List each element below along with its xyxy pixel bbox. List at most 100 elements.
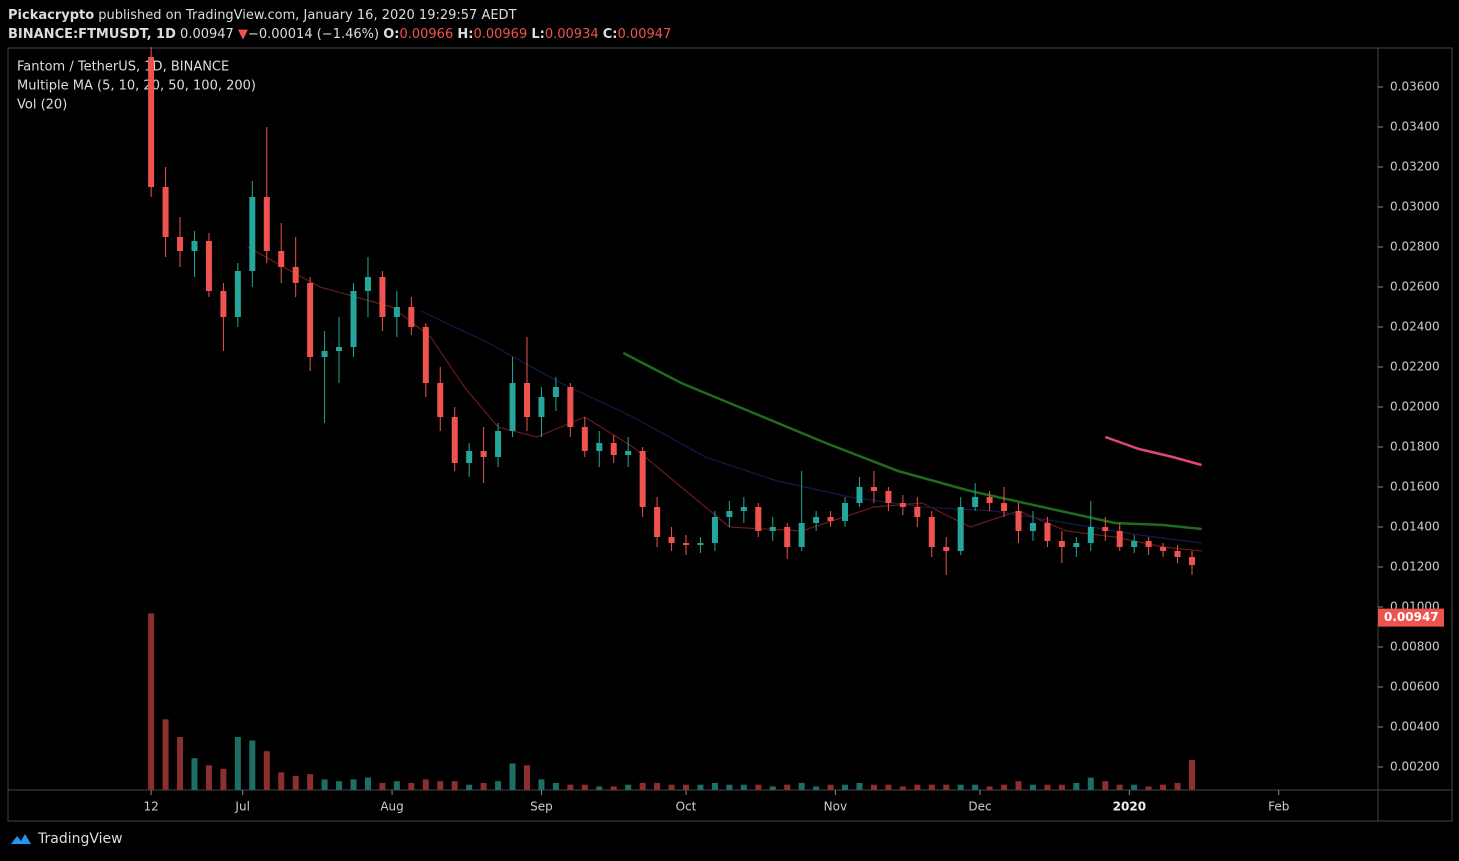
volume-bar: [957, 784, 964, 790]
volume-bar: [393, 781, 400, 790]
candle-body: [451, 417, 458, 463]
candle-body: [350, 291, 357, 347]
volume-bar: [278, 772, 285, 790]
candle-body: [755, 507, 762, 531]
last-price-box: [1378, 608, 1444, 627]
volume-bar: [480, 782, 487, 790]
candle-body: [711, 517, 718, 543]
volume-bar: [567, 784, 574, 790]
volume-bar: [249, 740, 256, 790]
volume-bar: [784, 784, 791, 790]
candle-body: [148, 57, 155, 187]
h-label: H:: [457, 27, 474, 42]
l: 0.00934: [544, 27, 599, 42]
x-tick-label: Nov: [824, 800, 847, 814]
volume-bar: [307, 774, 314, 790]
o: 0.00966: [399, 27, 454, 42]
volume-bar: [191, 758, 198, 790]
last: 0.00947: [180, 27, 234, 42]
candle-body: [625, 451, 632, 455]
x-tick-label: 2020: [1113, 800, 1146, 814]
candle-body: [307, 283, 314, 357]
volume-bar: [177, 737, 184, 790]
y-tick-label: 0.00200: [1390, 760, 1440, 774]
header: Pickacrypto published on TradingView.com…: [8, 6, 671, 44]
volume-bar: [885, 784, 892, 790]
candle-body: [292, 267, 299, 283]
volume-bar: [336, 781, 343, 790]
candle-body: [1145, 541, 1152, 547]
legend-item: Fantom / TetherUS, 1D, BINANCE: [17, 60, 229, 75]
volume-bar: [408, 782, 415, 790]
candle-body: [827, 517, 834, 521]
volume-bar: [466, 784, 473, 790]
candle-body: [278, 251, 285, 267]
candle-body: [495, 431, 502, 457]
volume-bar: [1145, 786, 1152, 790]
volume-bar: [1131, 784, 1138, 790]
y-tick-label: 0.02400: [1390, 320, 1440, 334]
volume-bar: [509, 763, 516, 790]
candle-body: [1102, 527, 1109, 531]
x-tick-label: Feb: [1268, 800, 1289, 814]
x-tick-label: Aug: [380, 800, 403, 814]
y-tick-label: 0.02600: [1390, 280, 1440, 294]
candle-body: [899, 503, 906, 507]
volume-bar: [986, 786, 993, 790]
volume-bar: [205, 765, 212, 790]
x-tick-label: 12: [143, 800, 158, 814]
y-tick-label: 0.03600: [1390, 80, 1440, 94]
volume-bar: [350, 779, 357, 790]
last-price-label: 0.00947: [1384, 610, 1439, 624]
volume-bar: [654, 782, 661, 790]
candle-body: [856, 487, 863, 503]
volume-bar: [842, 784, 849, 790]
volume-bar: [943, 784, 950, 790]
candle-body: [1087, 527, 1094, 543]
volume-bar: [234, 737, 241, 790]
candle-body: [798, 523, 805, 547]
y-tick-label: 0.01600: [1390, 480, 1440, 494]
volume-bar: [162, 719, 169, 790]
y-tick-label: 0.03000: [1390, 200, 1440, 214]
c-label: C:: [602, 27, 618, 42]
y-tick-label: 0.01400: [1390, 520, 1440, 534]
volume-bar: [1102, 781, 1109, 790]
candle-body: [249, 197, 256, 271]
volume-bar: [1188, 759, 1195, 790]
volume-bar: [292, 775, 299, 790]
volume-bar: [856, 782, 863, 790]
volume-bar: [1058, 784, 1065, 790]
candle-body: [784, 527, 791, 547]
volume-bar: [581, 784, 588, 790]
volume-bar: [1044, 784, 1051, 790]
candle-body: [639, 451, 646, 507]
candle-body: [336, 347, 343, 351]
l-label: L:: [531, 27, 545, 42]
candle-body: [1073, 543, 1080, 547]
volume-bar: [740, 784, 747, 790]
y-tick-label: 0.00400: [1390, 720, 1440, 734]
volume-bar: [697, 784, 704, 790]
arrow: ▼: [237, 27, 248, 42]
moving-average: [622, 351, 1202, 531]
volume-bar: [1087, 777, 1094, 790]
volume-bar: [523, 765, 530, 790]
published: published on TradingView.com, January 16…: [98, 8, 517, 23]
candle-body: [1174, 551, 1181, 557]
candle-body: [509, 383, 516, 431]
candle-body: [552, 387, 559, 397]
candle-body: [683, 543, 690, 545]
volume-bar: [755, 784, 762, 790]
footer: TradingView: [10, 831, 123, 847]
candle-body: [726, 511, 733, 517]
volume-bar: [639, 782, 646, 790]
h: 0.00969: [473, 27, 528, 42]
y-tick-label: 0.01800: [1390, 440, 1440, 454]
volume-bar: [813, 786, 820, 790]
moving-average: [1104, 435, 1202, 467]
legend-item: Vol (20): [17, 98, 67, 113]
candle-body: [870, 487, 877, 491]
volume-bar: [321, 779, 328, 790]
